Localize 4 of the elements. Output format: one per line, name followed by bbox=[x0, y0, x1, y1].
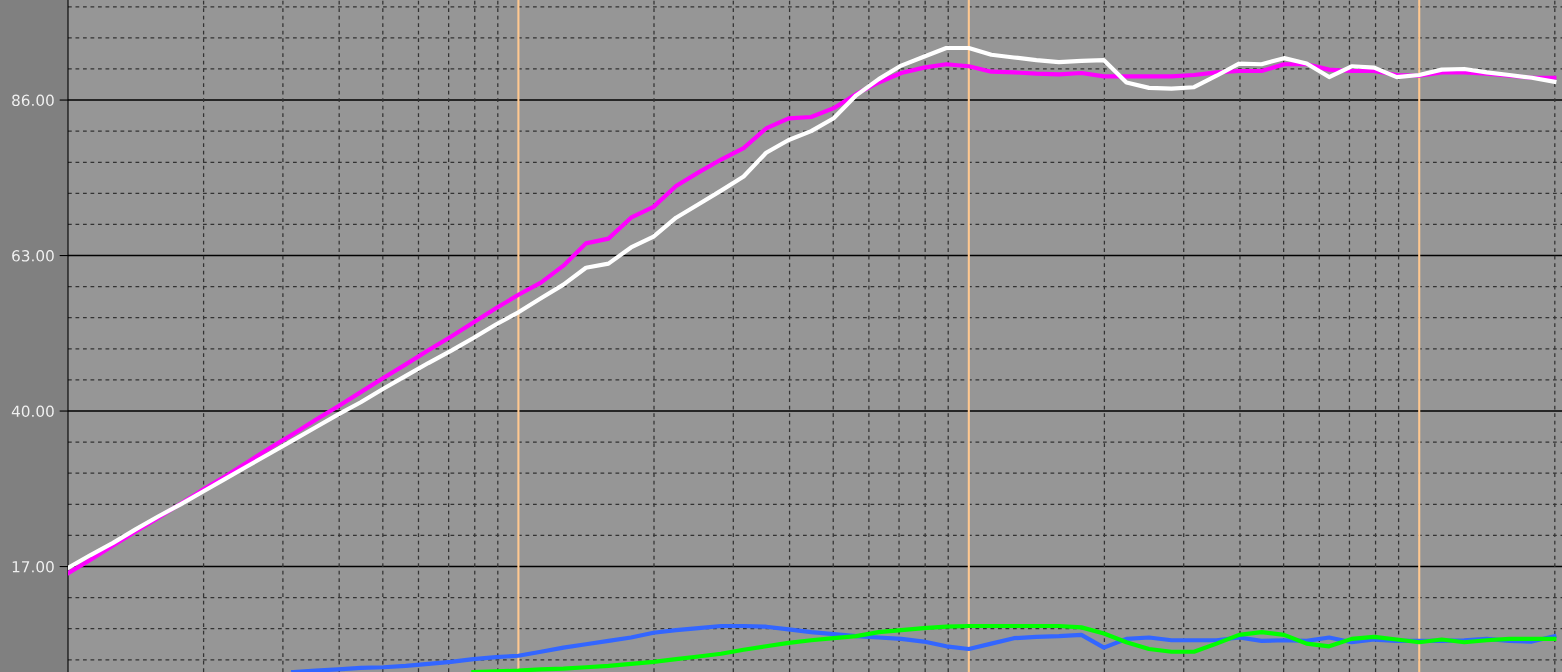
y-tick-label: 40.00 bbox=[11, 405, 54, 418]
y-tick-label: 17.00 bbox=[12, 561, 54, 573]
y-tick-label: 86.00 bbox=[12, 94, 54, 107]
y-tick-label: 63.00 bbox=[12, 250, 54, 262]
